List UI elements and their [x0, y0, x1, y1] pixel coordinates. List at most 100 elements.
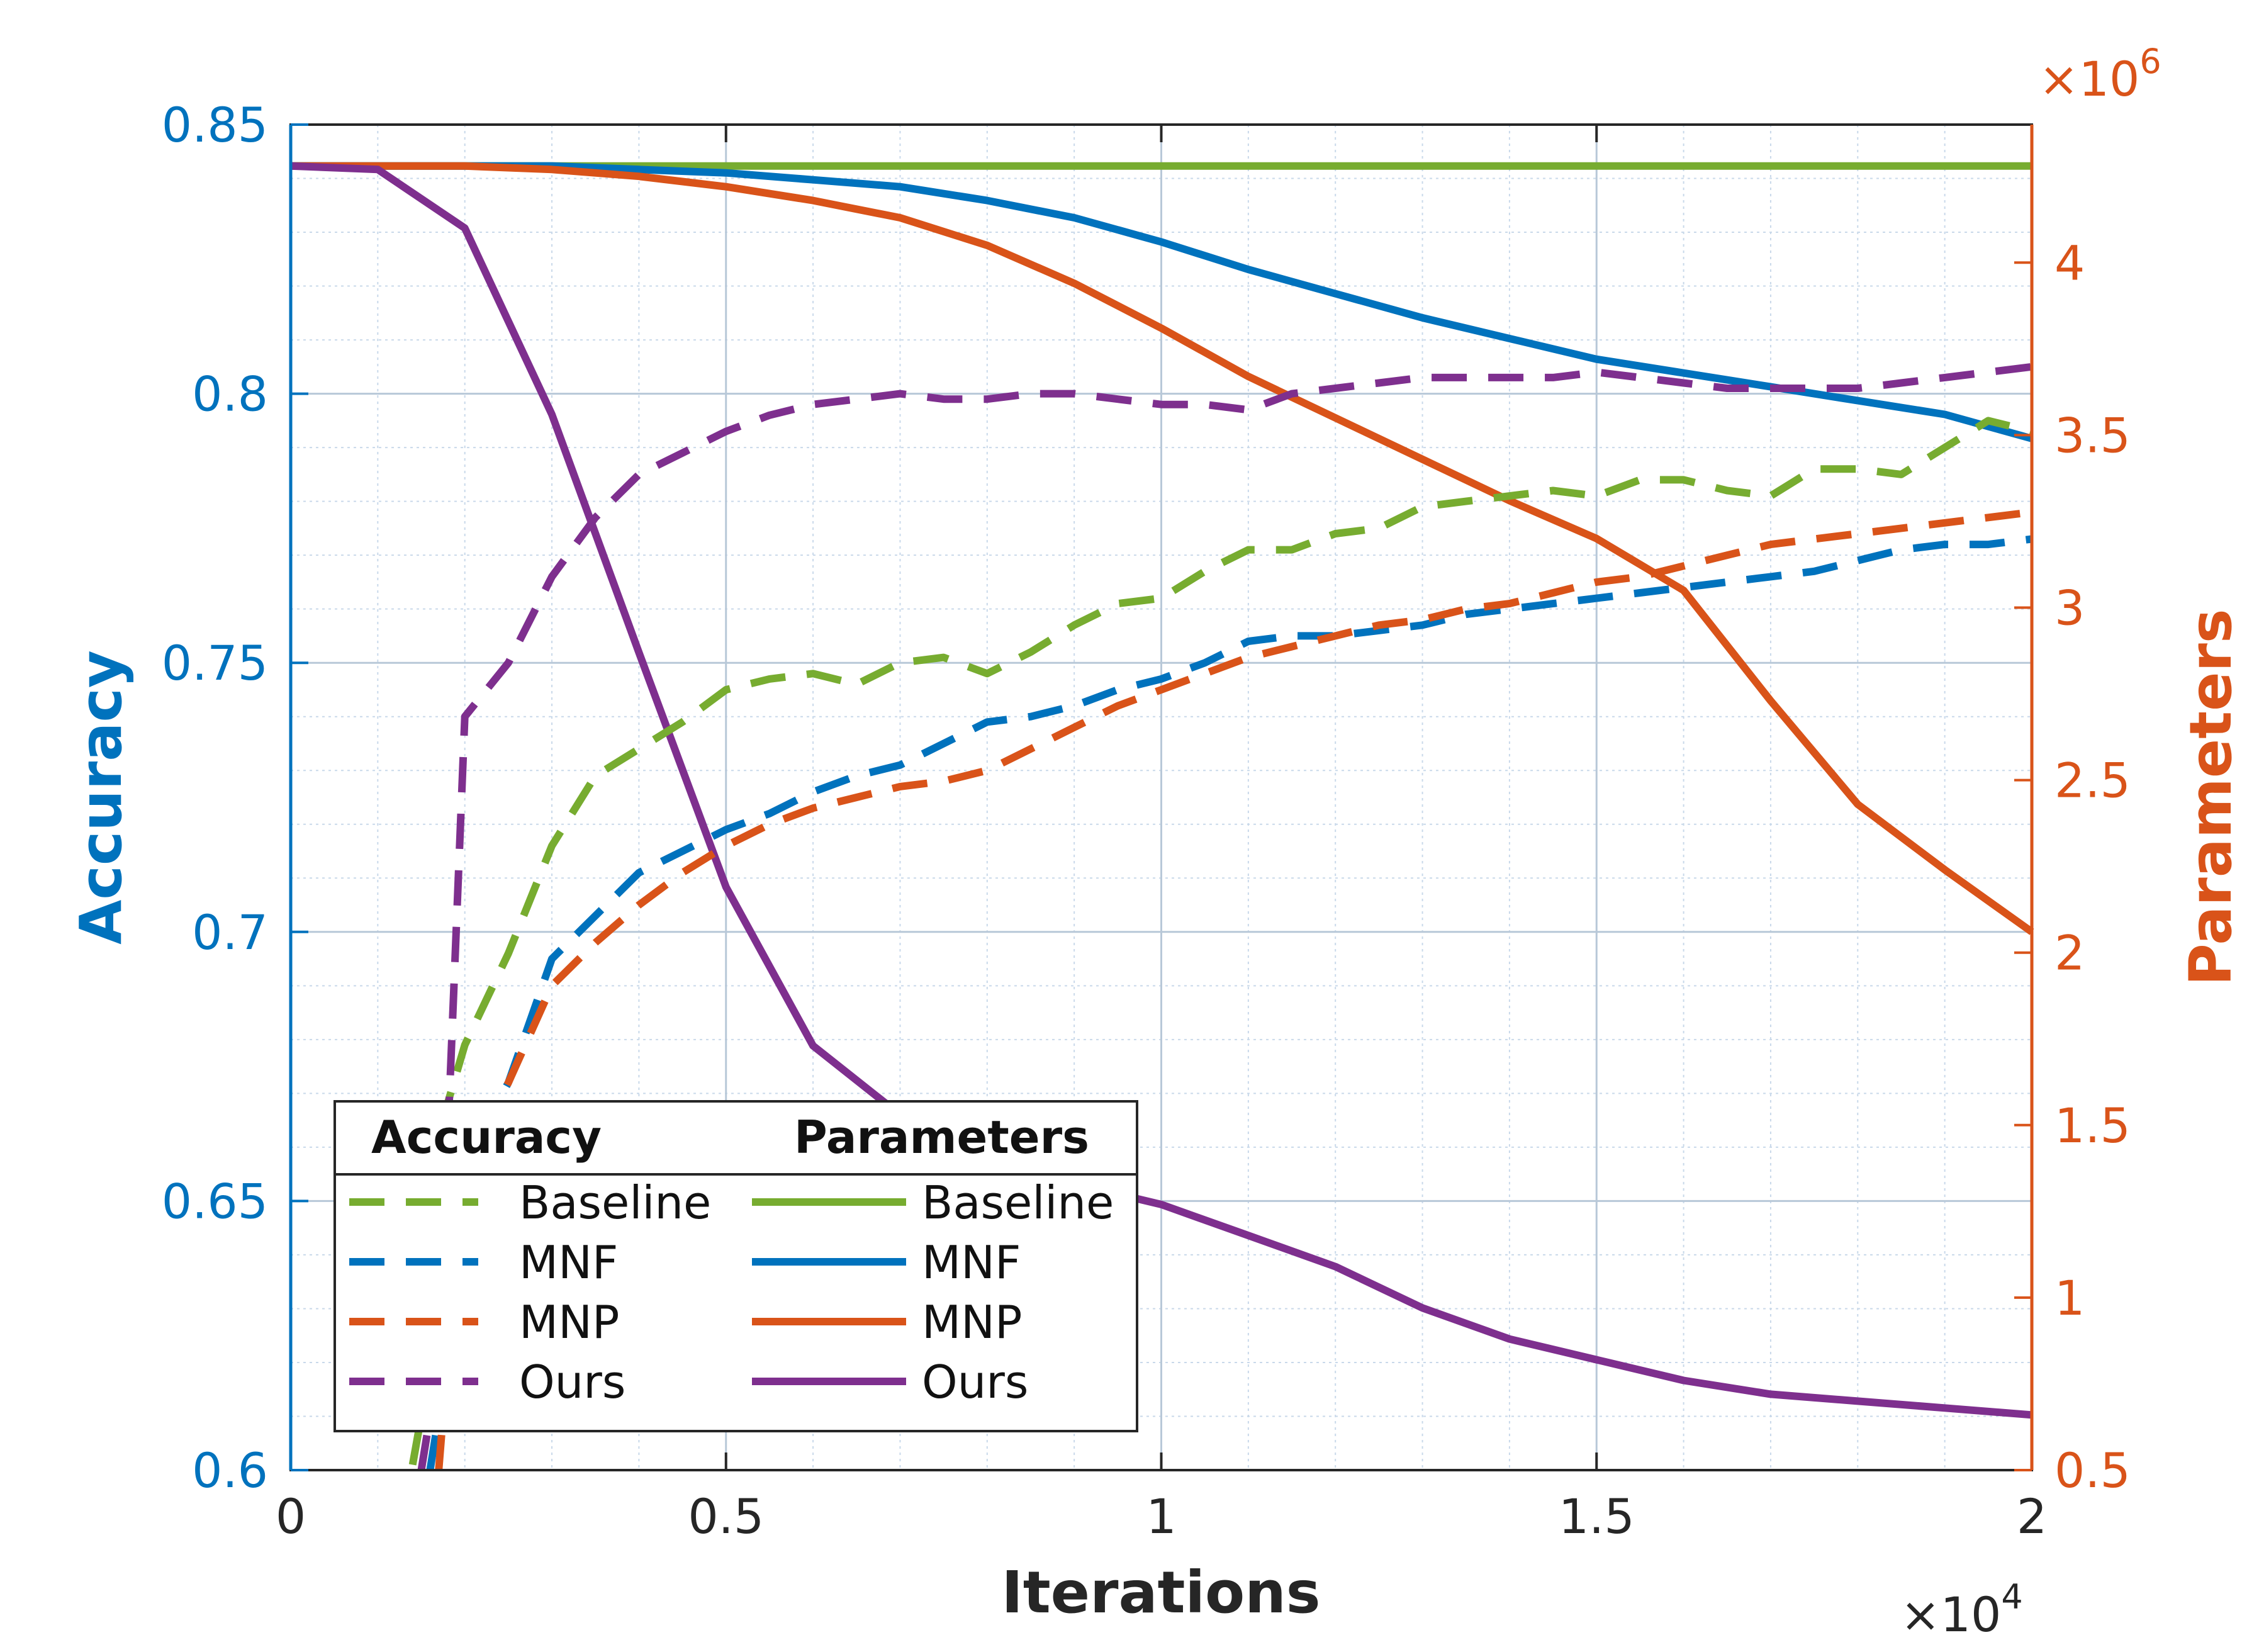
- x-tick-label: 1: [1146, 1488, 1176, 1544]
- ticks-layer: 0 0.5 1 1.5 2 0.6 0.65 0.7 0.75 0.8 0.85 0.5 1 1.5 2 2.…: [162, 97, 2131, 1544]
- left-y-tick-label: 0.6: [192, 1442, 268, 1498]
- accuracy-point-ours: [856, 399, 857, 400]
- legend-label-accuracy-mnf: MNF: [519, 1236, 618, 1289]
- legend-header-parameters: Parameters: [794, 1111, 1089, 1164]
- accuracy-point-ours: [1944, 377, 1945, 378]
- accuracy-point-baseline: [1944, 447, 1945, 448]
- accuracy-point-mnp: [856, 797, 857, 798]
- accuracy-point-mnf: [1074, 705, 1075, 706]
- accuracy-point-ours: [813, 404, 814, 405]
- left-y-tick-label: 0.85: [162, 97, 268, 153]
- right-y-tick-label: 2: [2054, 925, 2085, 981]
- accuracy-point-baseline: [1596, 496, 1597, 497]
- right-y-tick-label: 4: [2054, 235, 2085, 291]
- x-tick-label: 1.5: [1559, 1488, 1635, 1544]
- parameters-point-mnp: [1596, 538, 1597, 539]
- parameters-point-mnp: [1335, 418, 1336, 419]
- parameters-point-mnp: [1161, 328, 1162, 329]
- right-y-axis-multiplier-exponent: 6: [2139, 42, 2161, 81]
- parameters-point-ours: [1596, 1359, 1597, 1360]
- accuracy-point-baseline: [1770, 496, 1771, 497]
- parameters-point-ours: [1770, 1394, 1771, 1395]
- legend-label-parameters-ours: Ours: [922, 1356, 1028, 1408]
- accuracy-point-ours: [1509, 377, 1510, 378]
- accuracy-point-baseline: [769, 678, 770, 679]
- parameters-point-mnp: [1770, 700, 1771, 701]
- accuracy-point-ours: [1422, 377, 1423, 378]
- left-y-axis-title: Accuracy: [67, 650, 135, 945]
- accuracy-point-ours: [1335, 388, 1336, 389]
- legend-label-accuracy-baseline: Baseline: [519, 1176, 711, 1229]
- x-tick-label: 0.5: [688, 1488, 764, 1544]
- x-axis-multiplier: ×104: [1900, 1577, 2023, 1643]
- accuracy-point-mnp: [1422, 619, 1423, 620]
- parameters-line-mnp: [291, 162, 2034, 935]
- right-y-tick-label: 3: [2054, 580, 2085, 636]
- left-y-tick-label: 0.65: [162, 1173, 268, 1229]
- accuracy-point-mnp: [595, 942, 596, 943]
- accuracy-point-baseline: [1553, 490, 1554, 491]
- x-axis-multiplier-base: ×10: [1900, 1587, 2001, 1643]
- accuracy-point-mnf: [1770, 576, 1771, 577]
- accuracy-point-baseline: [1901, 474, 1902, 475]
- series-layer: [290, 162, 2034, 1471]
- accuracy-point-mnf: [1901, 549, 1902, 550]
- legend-label-parameters-mnf: MNF: [922, 1236, 1021, 1289]
- accuracy-point-ours: [682, 452, 683, 453]
- parameters-line-ours: [290, 162, 2032, 1419]
- x-tick-label: 0: [276, 1488, 306, 1544]
- accuracy-point-mnf: [1683, 587, 1684, 588]
- right-y-tick-label: 2.5: [2054, 753, 2131, 809]
- accuracy-line-mnf: [426, 535, 2032, 1471]
- parameters-point-ours: [1335, 1266, 1336, 1267]
- accuracy-point-mnf: [856, 775, 857, 776]
- legend: Accuracy Parameters Baseline Baseline MNF M…: [333, 1100, 1138, 1432]
- accuracy-point-mnp: [682, 872, 683, 873]
- parameters-point-mnf: [1944, 414, 1945, 415]
- right-y-axis-multiplier: ×106: [2039, 42, 2161, 107]
- left-y-tick-label: 0.8: [192, 366, 268, 422]
- legend-header-accuracy: Accuracy: [371, 1111, 602, 1164]
- parameters-point-mnf: [813, 179, 814, 180]
- right-y-tick-label: 1.5: [2054, 1098, 2131, 1154]
- parameters-point-mnp: [1683, 590, 1684, 591]
- right-y-tick-label: 1: [2054, 1270, 2085, 1326]
- accuracy-point-baseline: [1074, 625, 1075, 626]
- legend-label-accuracy-ours: Ours: [519, 1356, 625, 1408]
- x-tick-label: 2: [2017, 1488, 2047, 1544]
- left-y-tick-label: 0.75: [162, 635, 268, 691]
- legend-label-parameters-mnp: MNP: [922, 1296, 1022, 1349]
- accuracy-point-baseline: [1509, 496, 1510, 497]
- accuracy-point-mnp: [813, 808, 814, 809]
- legend-label-accuracy-mnp: MNP: [519, 1296, 619, 1349]
- accuracy-point-ours: [1204, 404, 1205, 405]
- legend-rows: Baseline Baseline MNF MNF MNP MNP Ours Ours: [349, 1176, 1114, 1408]
- accuracy-point-ours: [1596, 372, 1597, 373]
- accuracy-point-ours: [1074, 393, 1075, 394]
- accuracy-point-mnf: [943, 743, 944, 744]
- accuracy-point-mnp: [1770, 544, 1771, 545]
- parameters-point-mnp: [1509, 500, 1510, 501]
- parameters-point-mnp: [813, 200, 814, 201]
- accuracy-point-baseline: [595, 775, 596, 776]
- accuracy-point-ours: [1161, 404, 1162, 405]
- legend-box: [333, 1100, 1138, 1432]
- accuracy-point-mnf: [769, 813, 770, 814]
- right-y-tick-label: 0.5: [2054, 1442, 2131, 1498]
- right-y-axis-title: Parameters: [2177, 609, 2242, 986]
- parameters-point-ours: [1161, 1204, 1162, 1205]
- x-axis-multiplier-exponent: 4: [2001, 1577, 2022, 1617]
- accuracy-point-mnp: [1074, 727, 1075, 728]
- legend-label-parameters-baseline: Baseline: [922, 1176, 1114, 1229]
- accuracy-point-ours: [595, 517, 596, 518]
- accuracy-line-ours: [417, 362, 2032, 1471]
- accuracy-line-mnp: [435, 508, 2032, 1471]
- x-axis-title: Iterations: [1001, 1559, 1320, 1626]
- accuracy-point-ours: [1770, 388, 1771, 389]
- accuracy-line-baseline: [408, 417, 2033, 1466]
- right-y-tick-label: 3.5: [2054, 407, 2131, 463]
- accuracy-point-ours: [943, 399, 944, 400]
- parameters-line-mnf: [291, 162, 2033, 442]
- accuracy-point-mnp: [943, 781, 944, 782]
